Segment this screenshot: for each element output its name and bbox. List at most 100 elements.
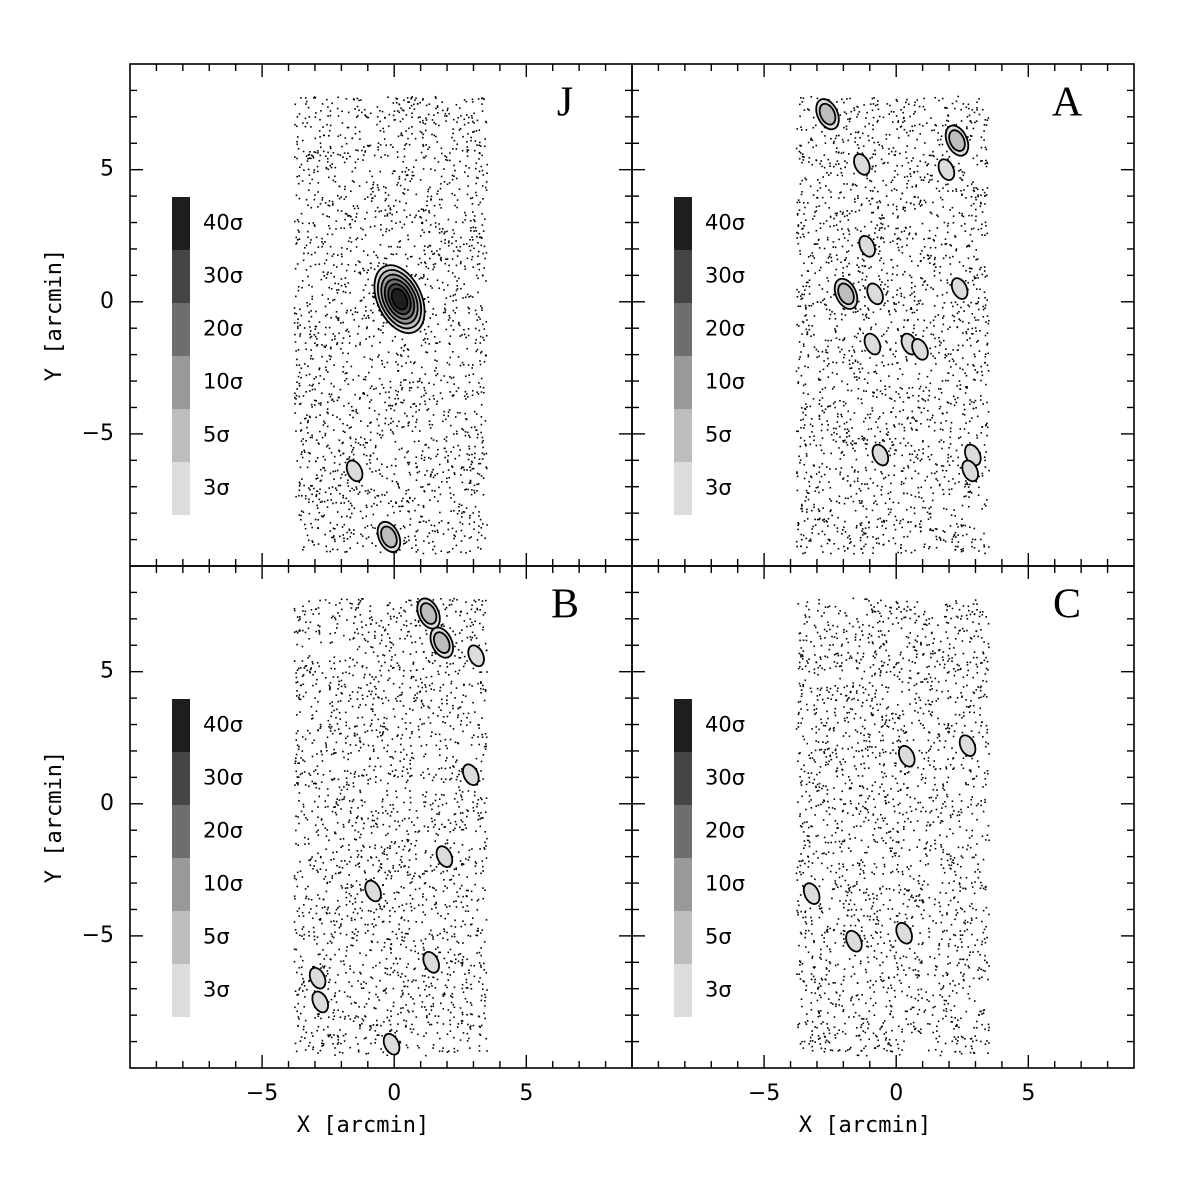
star-dot xyxy=(446,938,449,941)
star-dot xyxy=(380,329,382,331)
star-dot xyxy=(931,129,933,132)
star-dot xyxy=(942,469,944,472)
star-dot xyxy=(435,832,438,835)
star-dot xyxy=(310,349,312,351)
star-dot xyxy=(420,208,423,210)
star-dot xyxy=(327,271,329,274)
star-dot xyxy=(378,424,380,427)
star-dot xyxy=(392,420,394,423)
star-dot xyxy=(425,392,427,395)
star-dot xyxy=(918,373,921,375)
star-dot xyxy=(985,423,987,426)
star-dot xyxy=(967,328,969,331)
star-dot xyxy=(955,190,958,192)
star-dot xyxy=(411,171,414,173)
star-dot xyxy=(923,546,925,548)
star-dot xyxy=(892,121,894,123)
star-dot xyxy=(906,182,908,185)
star-dot xyxy=(946,401,949,403)
star-dot xyxy=(306,534,309,537)
star-dot xyxy=(847,239,849,242)
star-dot xyxy=(859,490,862,492)
star-dot xyxy=(416,418,418,421)
star-dot xyxy=(316,507,319,509)
star-dot xyxy=(882,116,885,119)
star-dot xyxy=(829,468,831,470)
star-dot xyxy=(911,292,913,295)
star-dot xyxy=(818,518,821,521)
star-dot xyxy=(379,551,382,554)
star-dot xyxy=(405,492,407,495)
star-dot xyxy=(383,138,386,140)
star-dot xyxy=(472,512,474,514)
star-dot xyxy=(971,327,974,330)
star-dot xyxy=(398,175,401,178)
star-dot xyxy=(836,212,838,215)
star-dot xyxy=(465,165,467,167)
star-dot xyxy=(466,469,468,471)
star-dot xyxy=(900,125,903,128)
star-dot xyxy=(428,211,431,214)
star-dot xyxy=(344,1033,347,1035)
star-dot xyxy=(885,184,887,186)
star-dot xyxy=(428,146,431,148)
star-dot xyxy=(317,543,320,545)
star-dot xyxy=(295,350,297,352)
star-dot xyxy=(437,112,439,114)
star-dot xyxy=(913,295,916,298)
legend-swatch xyxy=(674,409,692,462)
star-dot xyxy=(475,162,478,164)
star-dot xyxy=(932,333,935,336)
star-dot xyxy=(843,126,845,129)
star-dot xyxy=(475,429,477,432)
star-dot xyxy=(362,267,364,270)
star-dot xyxy=(471,390,474,392)
star-dot xyxy=(356,542,359,544)
star-dot xyxy=(472,226,475,229)
star-dot xyxy=(825,185,827,187)
star-dot xyxy=(346,158,348,160)
star-dot xyxy=(482,323,484,326)
star-dot xyxy=(328,393,331,395)
star-dot xyxy=(312,500,314,503)
star-dot xyxy=(841,174,844,177)
star-dot xyxy=(964,524,966,527)
star-dot xyxy=(422,520,425,522)
star-dot xyxy=(437,448,439,451)
star-dot xyxy=(480,377,483,380)
star-dot xyxy=(448,112,450,115)
star-dot xyxy=(843,404,845,407)
star-dot xyxy=(333,478,335,480)
star-dot xyxy=(435,403,438,405)
star-dot xyxy=(378,262,380,264)
star-dot xyxy=(984,162,987,165)
star-dot xyxy=(426,351,429,354)
star-dot xyxy=(410,178,413,180)
star-dot xyxy=(296,744,299,747)
star-dot xyxy=(967,257,970,260)
star-dot xyxy=(377,142,380,144)
star-dot xyxy=(945,508,948,511)
star-dot xyxy=(910,307,912,309)
star-dot xyxy=(834,328,836,330)
star-dot xyxy=(981,508,983,510)
star-dot xyxy=(478,525,480,527)
star-dot xyxy=(470,139,472,142)
star-dot xyxy=(897,227,899,230)
star-dot xyxy=(910,308,913,310)
star-dot xyxy=(920,520,922,522)
star-dot xyxy=(324,434,327,437)
star-dot xyxy=(960,225,963,227)
star-dot xyxy=(834,331,837,333)
star-dot xyxy=(881,485,883,488)
star-dot xyxy=(428,231,430,233)
star-dot xyxy=(468,116,470,119)
star-dot xyxy=(332,333,335,335)
star-dot xyxy=(433,266,436,268)
star-dot xyxy=(356,912,359,915)
star-dot xyxy=(384,401,386,404)
star-dot xyxy=(406,257,409,260)
star-dot xyxy=(483,453,485,456)
star-dot xyxy=(967,281,969,284)
star-dot xyxy=(313,487,315,490)
